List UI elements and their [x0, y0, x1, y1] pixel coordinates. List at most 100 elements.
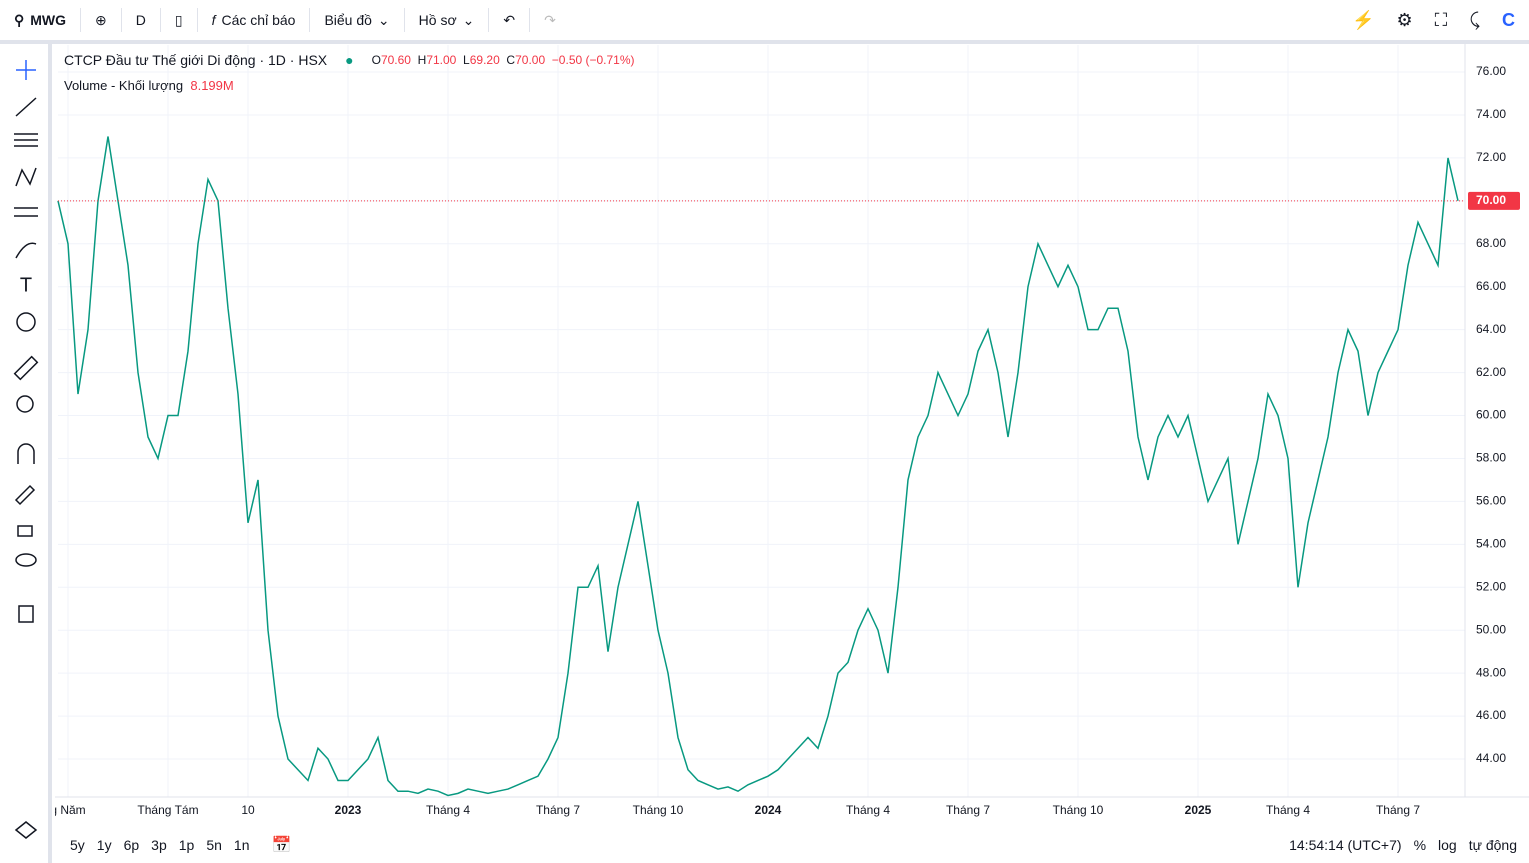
percent[interactable]: %	[1413, 836, 1427, 853]
status-dot: ●	[345, 52, 354, 68]
ranges: 5y 1y 6p 3p 1p 5n 1n	[56, 837, 261, 853]
symbol-search[interactable]: ⚲ MWG	[0, 8, 82, 32]
x-tick-label: 2023	[335, 803, 362, 817]
y-tick-label: 54.00	[1476, 537, 1506, 551]
x-tick-label: g Năm	[55, 803, 86, 817]
x-tick-label: Tháng 10	[633, 803, 684, 817]
x-tick-label: Tháng 4	[846, 803, 890, 817]
y-tick-label: 64.00	[1476, 322, 1506, 336]
y-tick-label: 74.00	[1476, 107, 1506, 121]
profile[interactable]: Hồ sơ ⌄	[405, 8, 490, 32]
chart-type-label[interactable]: Biểu đồ	[324, 12, 372, 28]
undo[interactable]: ↶	[489, 8, 531, 32]
fullscreen[interactable]: ⛶	[1434, 9, 1448, 30]
y-tick-label: 56.00	[1476, 494, 1506, 508]
interval[interactable]: D	[122, 8, 161, 32]
ruler[interactable]	[13, 355, 39, 381]
y-tick-label: 72.00	[1476, 150, 1506, 164]
l-label: L	[463, 53, 470, 67]
y-tick-label: 52.00	[1476, 579, 1506, 593]
ohlc: O70.60 H71.00 L69.20 C70.00 −0.50 (−0.71…	[372, 53, 635, 67]
y-tick-label: 76.00	[1476, 64, 1506, 78]
price-line	[57, 136, 1459, 797]
top-toolbar: ⚲ MWG ⊕ D ▯ f Các chỉ báo Biểu đồ ⌄ Hồ sơ ⌄ …	[0, 0, 1529, 44]
top-right-tools: ⚡ ⚙ ⛶ ⤹ C	[1352, 10, 1529, 31]
tool-icons: T	[13, 60, 39, 839]
chart-type[interactable]: Biểu đồ ⌄	[310, 8, 405, 32]
x-tick-label: 10	[241, 803, 255, 817]
bottom-right: 14:54:14 (UTC+7) % log tự động	[1289, 837, 1529, 853]
x-tick-label: 2024	[755, 803, 782, 817]
o-value: 70.60	[380, 53, 411, 67]
x-tick-label: Tháng 4	[1266, 803, 1310, 817]
bottom-bar: 5y 1y 6p 3p 1p 5n 1n 📅 14:54:14 (UTC+7) % log …	[56, 826, 1529, 863]
y-tick-label: 68.00	[1476, 236, 1506, 250]
range-button[interactable]: 5y	[70, 836, 85, 853]
h-label: H	[417, 53, 427, 67]
fib-lines[interactable]	[14, 133, 38, 147]
l-value: 69.20	[469, 53, 500, 67]
auto[interactable]: tự động	[1468, 836, 1517, 853]
volume-title: Volume - Khối lượng	[64, 78, 184, 93]
y-tick-label: 46.00	[1476, 708, 1506, 722]
date-range[interactable]: 📅	[271, 836, 292, 854]
crosshair[interactable]	[16, 60, 36, 80]
zoom[interactable]	[16, 395, 34, 413]
candle-type[interactable]: ▯	[161, 8, 198, 32]
alert[interactable]: ⚡	[1352, 9, 1375, 30]
y-tick-label: 44.00	[1476, 751, 1506, 765]
range-button[interactable]: 1p	[178, 836, 195, 853]
x-tick-label: 2025	[1185, 803, 1212, 817]
add-symbol[interactable]: ⊕	[81, 8, 122, 32]
indicators-label[interactable]: Các chỉ báo	[221, 12, 296, 28]
clock: 14:54:14 (UTC+7)	[1289, 836, 1402, 853]
h-value: 71.00	[426, 53, 457, 67]
y-tick-label: 48.00	[1476, 665, 1506, 679]
range-button[interactable]: 5n	[206, 836, 222, 853]
lock[interactable]	[17, 525, 33, 537]
legend-title: CTCP Đầu tư Thế giới Di động · 1D · HSX	[64, 52, 328, 68]
c-label: C	[506, 53, 516, 67]
last-price-label: 70.00	[1476, 193, 1506, 207]
y-tick-label: 62.00	[1476, 365, 1506, 379]
range-button[interactable]: 3p	[151, 836, 167, 853]
volume-legend: Volume - Khối lượng 8.199M	[64, 78, 234, 93]
legend: CTCP Đầu tư Thế giới Di động · 1D · HSX …	[64, 52, 635, 68]
y-tick-label: 58.00	[1476, 451, 1506, 465]
logo[interactable]: C	[1502, 9, 1515, 30]
pattern[interactable]	[15, 167, 37, 187]
range-button[interactable]: 6p	[123, 836, 140, 853]
profile-label[interactable]: Hồ sơ	[418, 12, 457, 28]
o-label: O	[371, 53, 381, 67]
y-tick-label: 50.00	[1476, 622, 1506, 636]
settings[interactable]: ⚙	[1396, 9, 1413, 30]
x-tick-label: Tháng 7	[536, 803, 580, 817]
y-tick-label: 66.00	[1476, 279, 1506, 293]
range-button[interactable]: 1y	[96, 836, 112, 853]
indicators[interactable]: f Các chỉ báo	[198, 8, 311, 32]
eye[interactable]	[15, 553, 37, 567]
x-tick-label: Tháng Tám	[137, 803, 198, 817]
x-tick-label: Tháng 7	[1376, 803, 1420, 817]
layers[interactable]	[14, 821, 38, 839]
brush[interactable]	[15, 242, 37, 259]
magnet[interactable]	[17, 443, 35, 464]
y-tick-label: 60.00	[1476, 408, 1506, 422]
share[interactable]: ⤹	[1469, 9, 1480, 30]
left-toolbar: T	[0, 44, 52, 863]
x-tick-label: Tháng 10	[1053, 803, 1104, 817]
emoji[interactable]	[16, 312, 36, 332]
symbol[interactable]: MWG	[30, 12, 67, 28]
redo[interactable]: ↷	[544, 11, 556, 28]
log[interactable]: log	[1438, 836, 1457, 853]
chart: 44.00 46.00 48.00 50.00 52.00 54.00 56.00 58.00…	[55, 44, 1529, 817]
volume-value: 8.199M	[190, 78, 234, 93]
lock-draw[interactable]	[14, 484, 36, 506]
range-button[interactable]: 1n	[233, 836, 250, 853]
text-tool[interactable]: T	[20, 274, 32, 296]
trash[interactable]	[18, 605, 34, 623]
trend-line[interactable]	[15, 97, 37, 117]
c-value: 70.00	[515, 53, 546, 67]
forecast[interactable]	[14, 207, 38, 217]
